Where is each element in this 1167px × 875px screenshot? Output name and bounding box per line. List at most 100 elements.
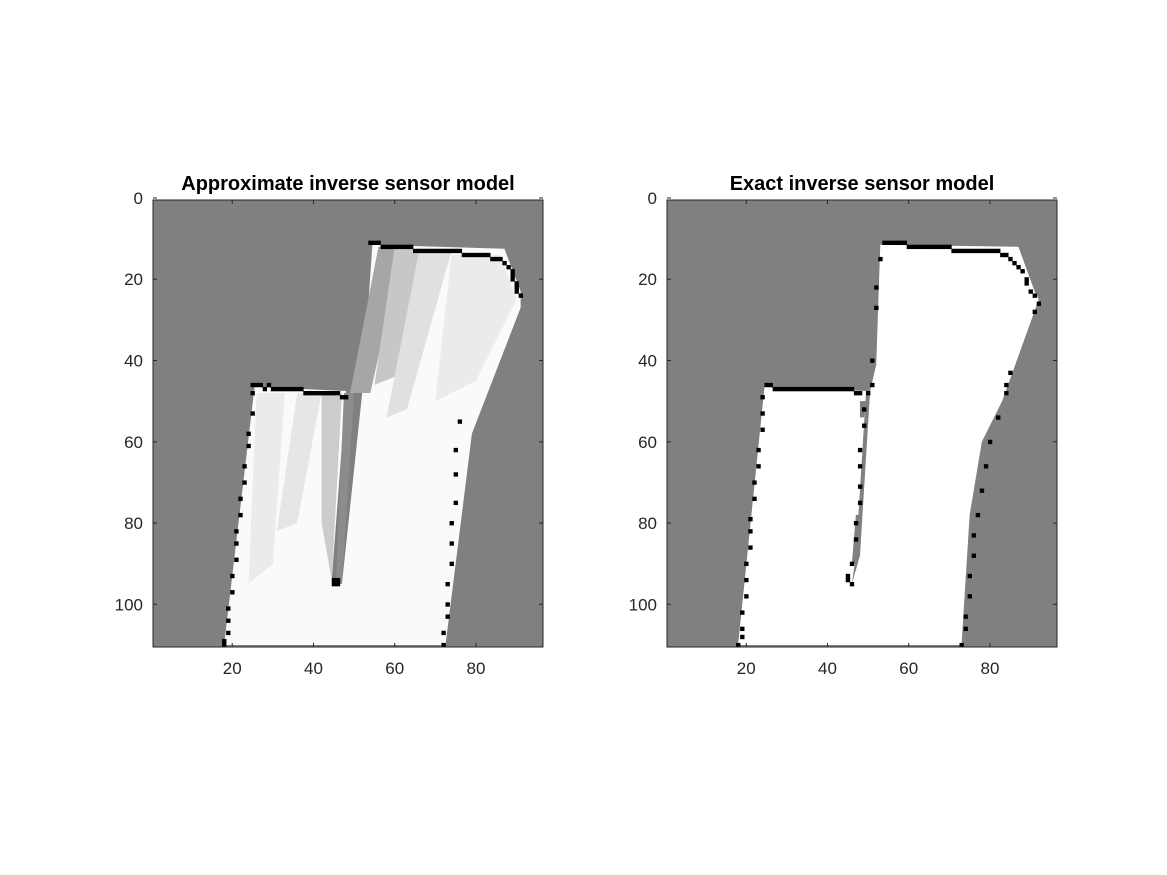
occupied-cell [784,386,790,392]
occupied-cell [764,382,769,388]
occupied-cell [959,642,964,647]
partial-region [374,246,424,385]
occupied-cell [748,516,753,522]
occupied-cell [1032,309,1037,315]
occupied-cell [776,386,782,392]
y-tick-label: 0 [648,189,657,208]
occupied-cell [866,390,871,396]
occupied-cell [845,577,851,583]
occupied-cell [862,423,867,428]
occupied-cell [963,614,968,619]
occupied-cell [506,265,511,270]
occupied-cell [299,386,304,392]
occupied-cell [449,248,454,254]
occupied-cell [788,386,794,392]
y-tick-label: 20 [638,270,657,289]
occupied-cell [955,248,960,254]
occupied-cell [935,244,940,250]
occupied-cell [1028,289,1033,294]
occupied-cell [849,561,855,567]
occupied-cell [996,248,1001,254]
occupied-cell [311,390,316,396]
occupied-cell [498,256,503,262]
image-area [667,200,1057,647]
occupied-cell [222,642,227,647]
occupied-cell [857,447,863,453]
occupied-cell [939,244,944,250]
occupied-cell [792,386,798,392]
occupied-cell [238,512,243,518]
occupied-cell [874,285,879,290]
axes-frame [666,199,1058,648]
occupied-cell [983,464,989,469]
occupied-cell [502,260,507,266]
occupied-cell [853,537,859,542]
occupied-cell [853,390,859,396]
occupied-cell [433,248,438,254]
occupied-cell [987,439,993,445]
chart-title: Approximate inverse sensor model [181,173,514,195]
occupied-cell [813,386,818,392]
occupied-cell [270,386,276,392]
occupied-cell [996,415,1001,420]
occupied-cell [380,244,385,250]
partial-region [248,393,286,585]
occupied-cell [510,273,515,278]
y-tick-label: 0 [134,189,143,208]
occupied-cell [315,390,320,396]
occupied-cell [335,577,341,583]
occupied-cell [283,386,288,392]
image-area [153,200,543,647]
occupied-cell [1004,252,1009,258]
occupied-cell [226,606,231,611]
occupied-cell [323,390,328,396]
occupied-cell [882,240,887,245]
occupied-cell [1024,281,1029,286]
occupied-cell [482,252,487,258]
x-tick-label: 20 [737,659,756,678]
occupied-cell [748,529,753,534]
occupied-cell [514,281,519,286]
partial-region [321,393,342,580]
occupied-cell [971,248,977,254]
occupied-cell [473,252,479,258]
occupied-cell [833,386,838,392]
occupied-cell [445,602,450,607]
occupied-cell [400,244,406,250]
occupied-cell [372,240,377,245]
occupied-cell [274,386,280,392]
y-tick-label: 60 [638,433,657,452]
occupied-cell [278,386,284,392]
x-tick-label: 80 [981,659,1000,678]
occupied-cell [307,390,312,396]
occupied-cell [987,248,993,254]
occupied-cell [902,240,907,245]
occupied-cell [874,305,879,311]
occupied-cell [445,248,450,254]
occupied-cell [849,581,855,587]
occupied-cell [478,252,483,258]
x-tick-label: 40 [818,659,837,678]
occupied-cell [760,395,765,400]
occupied-cell [437,248,442,254]
occupied-cell [421,248,426,254]
occupied-cell [1004,390,1009,396]
occupied-cell [392,244,398,250]
occupied-cell [870,382,875,388]
occupied-cell [368,240,373,245]
occupied-cell [1000,252,1005,258]
occupied-cell [246,431,251,436]
occupied-cell [441,630,446,636]
occupied-cell [918,244,924,250]
occupied-cell [295,386,300,392]
occupied-cell [384,244,389,250]
partial-region [276,393,322,532]
occupied-cell [510,269,515,274]
y-tick-label: 80 [124,514,143,533]
occupied-cell [801,386,806,392]
occupied-cell [514,285,519,290]
occupied-cell [230,590,235,595]
y-tick-label: 100 [115,595,143,614]
occupied-cell [417,248,422,254]
occupied-cell [951,248,956,254]
